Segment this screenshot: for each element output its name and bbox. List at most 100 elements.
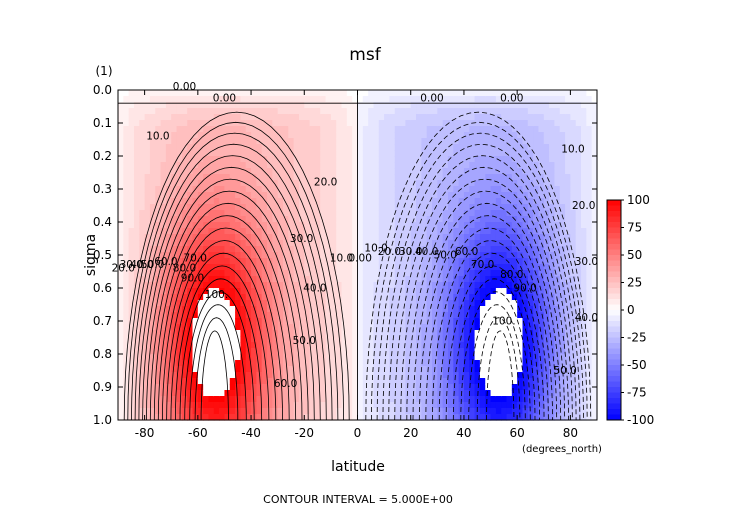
fill-cell xyxy=(384,342,391,349)
fill-cell xyxy=(495,132,502,139)
fill-cell xyxy=(479,102,486,109)
fill-cell xyxy=(203,96,210,103)
fill-cell xyxy=(463,366,470,373)
fill-cell xyxy=(309,108,316,115)
fill-cell xyxy=(272,174,279,181)
fill-cell xyxy=(495,240,502,247)
fill-cell xyxy=(437,318,444,325)
fill-cell xyxy=(469,312,476,319)
fill-cell xyxy=(565,216,571,223)
fill-cell xyxy=(304,156,311,163)
fill-cell xyxy=(155,306,162,313)
fill-cell xyxy=(394,294,401,301)
fill-cell xyxy=(410,168,417,175)
fill-cell xyxy=(453,96,460,103)
fill-cell xyxy=(352,390,359,397)
fill-cell xyxy=(591,222,598,229)
fill-cell xyxy=(437,414,444,421)
fill-cell xyxy=(336,372,343,379)
fill-cell xyxy=(490,276,497,283)
fill-cell xyxy=(511,306,518,313)
fill-cell xyxy=(219,108,226,115)
fill-cell xyxy=(325,288,332,295)
fill-cell xyxy=(549,306,556,313)
fill-cell xyxy=(123,396,130,403)
fill-cell xyxy=(432,354,438,361)
fill-cell xyxy=(517,216,524,223)
fill-cell xyxy=(389,108,396,115)
fill-cell xyxy=(346,162,353,169)
fill-cell xyxy=(309,330,316,337)
fill-cell xyxy=(527,324,534,331)
fill-cell xyxy=(559,324,566,331)
fill-cell xyxy=(256,246,263,253)
fill-cell xyxy=(378,168,385,175)
fill-cell xyxy=(298,168,305,175)
fill-cell xyxy=(235,174,242,181)
fill-cell xyxy=(213,108,220,115)
fill-cell xyxy=(118,180,124,187)
fill-cell xyxy=(511,234,518,241)
fill-cell xyxy=(229,354,236,361)
fill-cell xyxy=(394,174,401,181)
fill-cell xyxy=(570,342,577,349)
fill-cell xyxy=(197,246,204,253)
fill-cell xyxy=(554,372,561,379)
fill-cell xyxy=(219,246,226,253)
fill-cell xyxy=(368,240,375,247)
fill-cell xyxy=(565,120,571,127)
fill-cell xyxy=(469,324,476,331)
fill-cell xyxy=(213,252,220,259)
fill-cell xyxy=(389,390,396,397)
fill-cell xyxy=(421,120,428,127)
fill-cell xyxy=(128,126,135,133)
fill-cell xyxy=(543,252,550,259)
fill-cell xyxy=(149,198,156,205)
fill-cell xyxy=(485,402,492,409)
fill-cell xyxy=(330,288,337,295)
fill-cell xyxy=(325,360,332,367)
fill-cell xyxy=(160,234,167,241)
fill-cell xyxy=(474,204,481,211)
fill-cell xyxy=(352,378,359,385)
fill-cell xyxy=(394,204,401,211)
fill-cell xyxy=(554,126,561,133)
fill-cell xyxy=(479,126,486,133)
fill-cell xyxy=(267,96,273,103)
fill-cell xyxy=(384,354,391,361)
fill-cell xyxy=(133,408,140,415)
fill-cell xyxy=(570,222,577,229)
fill-cell xyxy=(543,120,550,127)
fill-cell xyxy=(235,312,242,319)
fill-cell xyxy=(479,336,486,343)
fill-cell xyxy=(272,324,279,331)
fill-cell xyxy=(506,348,513,355)
fill-cell xyxy=(330,318,337,325)
fill-cell xyxy=(511,336,518,343)
fill-cell xyxy=(416,174,422,181)
fill-cell xyxy=(474,246,481,253)
fill-cell xyxy=(139,360,146,367)
fill-cell xyxy=(224,324,231,331)
fill-cell xyxy=(309,402,316,409)
fill-cell xyxy=(368,318,375,325)
fill-cell xyxy=(235,384,242,391)
fill-cell xyxy=(139,210,146,217)
fill-cell xyxy=(346,156,353,163)
fill-cell xyxy=(203,180,210,187)
fill-cell xyxy=(543,186,550,193)
fill-cell xyxy=(251,198,257,205)
fill-cell xyxy=(421,168,428,175)
fill-cell xyxy=(192,240,199,247)
fill-cell xyxy=(479,246,486,253)
fill-cell xyxy=(282,324,289,331)
fill-cell xyxy=(591,312,598,319)
fill-cell xyxy=(549,336,556,343)
fill-cell xyxy=(384,114,391,121)
fill-cell xyxy=(128,174,135,181)
fill-cell xyxy=(410,360,417,367)
fill-cell xyxy=(197,102,204,109)
fill-cell xyxy=(410,246,417,253)
fill-cell xyxy=(565,360,571,367)
fill-cell xyxy=(368,360,375,367)
